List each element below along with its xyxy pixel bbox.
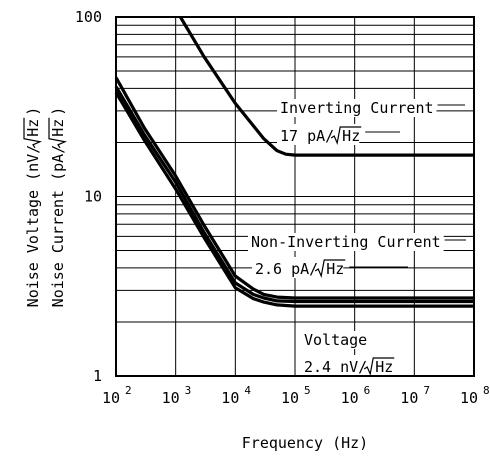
y-axis-title-2: Noise Current (pA/Hz): [48, 107, 68, 308]
annotation-value: 2.4 nV/: [304, 358, 367, 376]
x-tick-label: 10: [400, 389, 418, 407]
sqrt-symbol: [23, 117, 43, 149]
x-tick-label: 10: [162, 389, 180, 407]
y-axis-title-1: Noise Voltage (nV/Hz): [23, 107, 43, 308]
annotation-title: Inverting Current: [280, 99, 434, 117]
series-line: [114, 76, 474, 300]
x-tick-exponent: 3: [185, 384, 192, 397]
annotation-inverting: Inverting Current 17 pA/Hz: [277, 99, 465, 146]
annotation-unit: Hz: [375, 358, 393, 376]
plot-frame: [115, 16, 475, 377]
annotation-title: Voltage: [304, 331, 367, 349]
y-tick-label: 100: [75, 8, 102, 26]
y-axis-title-close: ): [24, 107, 42, 116]
series-line: [114, 91, 474, 308]
x-axis-title: Frequency (Hz): [242, 434, 368, 452]
annotation-background: [277, 124, 360, 145]
annotation-noninverting: Non-Inverting Current 2.6 pA/Hz: [248, 233, 466, 279]
x-tick-exponent: 8: [483, 384, 490, 397]
x-tick-exponent: 5: [304, 384, 311, 397]
annotation-value: 2.6 pA/: [255, 260, 318, 278]
axis-titles: Frequency (Hz)Noise Voltage (nV/Hz)Noise…: [23, 107, 368, 452]
x-tick-label: 10: [281, 389, 299, 407]
series-line: [179, 16, 474, 157]
y-axis-title-unit: Hz: [24, 119, 42, 137]
annotation-background: [277, 99, 437, 117]
x-tick-label: 10: [221, 389, 239, 407]
x-tick-label: 10: [460, 389, 478, 407]
x-tick-label: 10: [341, 389, 359, 407]
annotation-unit: Hz: [326, 260, 344, 278]
sqrt-symbol: [48, 117, 68, 149]
curves: [114, 16, 474, 308]
annotation-background: [301, 331, 371, 349]
annotation-unit: Hz: [342, 127, 360, 145]
y-tick-label: 10: [84, 188, 102, 206]
y-axis-title-text: Noise Voltage (nV/: [24, 145, 42, 308]
sqrt-symbol: [363, 357, 395, 377]
annotation-title: Non-Inverting Current: [251, 233, 441, 251]
grid: [116, 17, 474, 376]
y-axis-title-text: Noise Current (pA/: [49, 145, 67, 308]
x-tick-label: 10: [102, 389, 120, 407]
y-axis-title-unit: Hz: [49, 119, 67, 137]
x-tick-exponent: 6: [364, 384, 371, 397]
annotation-value: 17 pA/: [280, 127, 334, 145]
x-tick-exponent: 4: [244, 384, 251, 397]
y-tick-label: 1: [93, 367, 102, 385]
sqrt-symbol: [314, 259, 346, 279]
sqrt-symbol: [330, 126, 362, 146]
annotation-voltage: Voltage 2.4 nV/Hz: [301, 331, 395, 377]
y-axis-title-close: ): [49, 107, 67, 116]
series-line: [114, 85, 474, 304]
annotation-background: [248, 233, 444, 251]
x-tick-exponent: 2: [125, 384, 132, 397]
x-tick-exponent: 7: [423, 384, 430, 397]
